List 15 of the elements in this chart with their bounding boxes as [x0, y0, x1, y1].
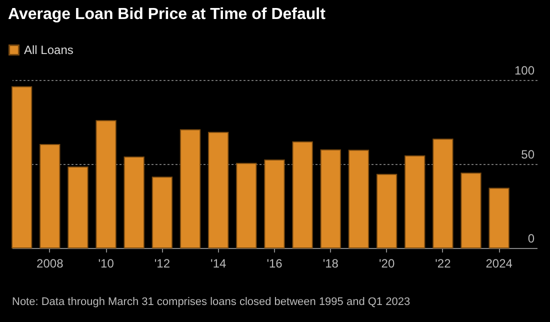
x-tick-label: '20 — [378, 256, 395, 270]
x-tick-label: '12 — [154, 256, 170, 270]
y-tick-label: 0 — [528, 232, 535, 246]
x-tick-label: 2008 — [36, 256, 64, 270]
text: Note: Data through March 31 comprises loans closed between 1995 and Q1 2023 — [12, 296, 410, 309]
y-tick-label: 50 — [521, 148, 535, 162]
legend-label: All Loans — [24, 43, 74, 57]
y-tick-label: 100 — [514, 64, 535, 78]
x-tick-label: '16 — [266, 256, 283, 270]
x-tick-label: '22 — [435, 256, 452, 270]
chart-title: Average Loan Bid Price at Time of Default — [8, 6, 326, 24]
x-tick-label: '14 — [210, 256, 226, 270]
x-tick-label: '10 — [98, 256, 114, 270]
x-tick-label: 2024 — [486, 256, 513, 270]
x-tick-label: '18 — [322, 256, 339, 270]
